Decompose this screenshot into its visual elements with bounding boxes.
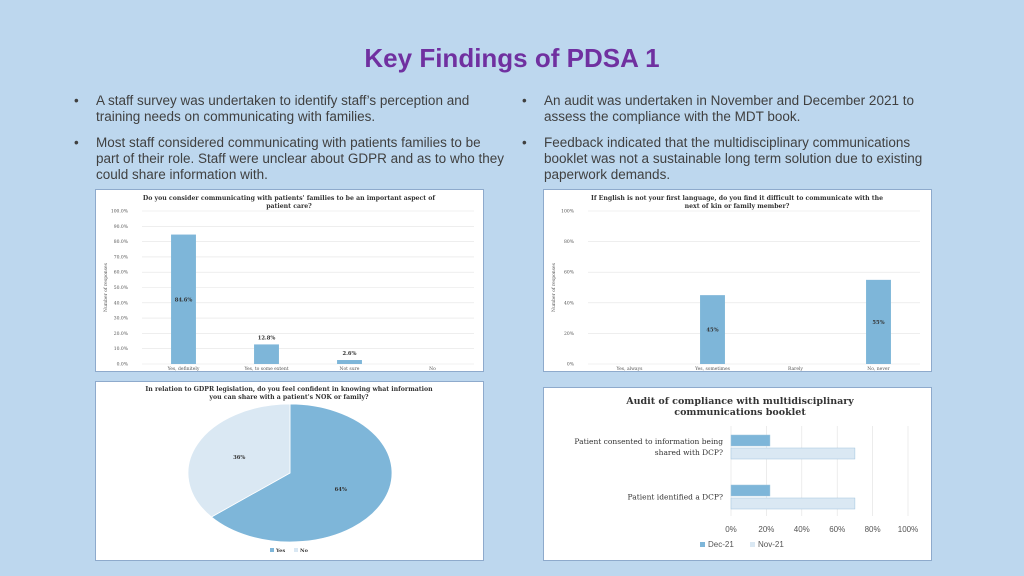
bar [730,434,771,447]
chart-title-line: next of kin or family member? [685,203,790,210]
x-tick-label: Yes, definitely [167,366,200,371]
y-tick-label: 90.0% [114,224,129,230]
x-tick-label: Not sure [340,366,360,371]
bar [730,447,856,460]
y-tick-label: 10.0% [114,346,129,352]
y-tick-label: 100% [561,209,575,215]
x-tick-label: No [429,366,436,371]
legend-label: Nov-21 [758,540,784,549]
chart-title-line: Audit of compliance with multidisciplina… [625,396,854,407]
y-category-label: shared with DCP? [655,448,723,457]
language-bar-chart: If English is not your first language, d… [551,195,920,371]
bullet-item: Most staff considered communicating with… [74,135,504,183]
bar [171,234,196,364]
y-category-label: Patient consented to information being [574,437,723,446]
chart-title-line: In relation to GDPR legislation, do you … [145,386,433,393]
data-label: 36% [233,455,245,461]
data-label: 45% [706,328,718,334]
legend-label: Yes [275,548,285,554]
importance-chart-panel: Do you consider communicating with patie… [95,189,484,372]
y-tick-label: 20% [564,331,575,337]
bar [337,360,362,364]
audit-chart-panel: Audit of compliance with multidisciplina… [543,387,932,561]
data-label: 2.6% [343,351,357,357]
legend-swatch [294,548,298,552]
x-tick-label: 20% [758,525,774,534]
gdpr-chart-panel: In relation to GDPR legislation, do you … [95,381,484,561]
x-tick-label: Yes, always [616,366,644,371]
y-tick-label: 70.0% [114,254,129,260]
legend-swatch [700,542,705,547]
x-tick-label: 60% [829,525,845,534]
chart-title-line: patient care? [266,203,312,210]
y-tick-label: 80% [564,239,575,245]
right-bullet-list: An audit was undertaken in November and … [522,93,942,193]
bullet-item: An audit was undertaken in November and … [522,93,942,125]
bar [700,295,725,364]
y-axis-label: Number of responses [103,262,109,312]
bullet-item: Feedback indicated that the multidiscipl… [522,135,942,183]
y-tick-label: 20.0% [114,331,129,337]
data-label: 12.8% [258,335,276,341]
y-tick-label: 100.0% [111,209,129,215]
chart-title-line: you can share with a patient's NOK or fa… [208,394,369,401]
left-bullet-list: A staff survey was undertaken to identif… [74,93,504,193]
pie-slice [187,403,291,518]
pie-slice [210,403,393,543]
y-tick-label: 30.0% [114,316,129,322]
x-tick-label: No, never [867,366,890,371]
y-tick-label: 50.0% [114,285,129,291]
y-tick-label: 40% [564,300,575,306]
legend-label: No [300,548,309,554]
bar [730,484,771,497]
chart-title-line: Do you consider communicating with patie… [143,195,435,202]
y-tick-label: 40.0% [114,300,129,306]
data-label: 55% [872,320,884,326]
chart-title-line: If English is not your first language, d… [591,195,883,202]
x-tick-label: 80% [865,525,881,534]
x-tick-label: Yes, sometimes [694,366,731,371]
legend-swatch [750,542,755,547]
x-tick-label: 100% [898,525,918,534]
legend-swatch [270,548,274,552]
chart-title-line: communications booklet [674,407,806,418]
legend-label: Dec-21 [708,540,734,549]
bar [866,279,891,364]
audit-bar-chart: Audit of compliance with multidisciplina… [574,396,918,549]
bar [254,344,279,364]
gdpr-pie-chart: In relation to GDPR legislation, do you … [145,386,433,554]
x-tick-label: Rarely [788,366,803,371]
y-tick-label: 60% [564,270,575,276]
x-tick-label: Yes, to some extent [243,366,288,371]
data-label: 84.6% [175,297,193,303]
bar [730,497,856,510]
y-category-label: Patient identified a DCP? [628,493,723,502]
importance-bar-chart: Do you consider communicating with patie… [103,195,474,371]
data-label: 64% [335,487,347,493]
y-tick-label: 0% [567,362,575,368]
slide-title: Key Findings of PDSA 1 [364,43,660,73]
y-tick-label: 60.0% [114,270,129,276]
y-tick-label: 80.0% [114,239,129,245]
y-tick-label: 0.0% [117,362,129,368]
language-chart-panel: If English is not your first language, d… [543,189,932,372]
bullet-item: A staff survey was undertaken to identif… [74,93,504,125]
x-tick-label: 40% [794,525,810,534]
x-tick-label: 0% [725,525,737,534]
y-axis-label: Number of responses [551,262,557,312]
